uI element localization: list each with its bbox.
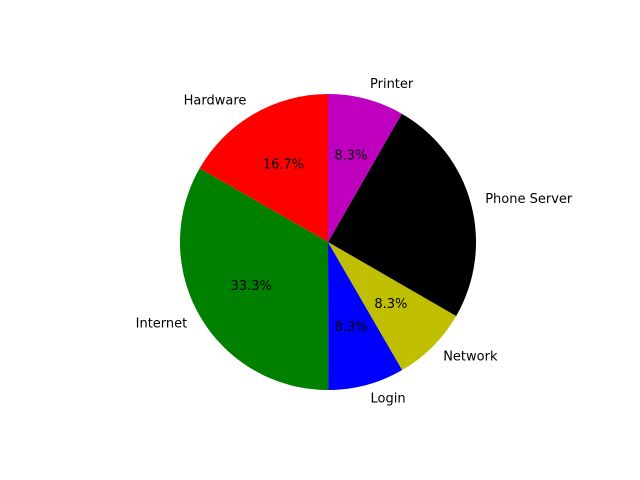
slice-label-phone-server: Phone Server bbox=[485, 192, 573, 207]
pie-slice-phone-server bbox=[328, 113, 476, 317]
pie-slice-login bbox=[328, 242, 403, 390]
pct-label-login: 8.3% bbox=[335, 320, 368, 335]
pct-label-printer: 8.3% bbox=[334, 149, 367, 164]
pct-label-hardware: 16.7% bbox=[263, 158, 304, 173]
pie-slice-internet bbox=[180, 168, 329, 390]
pct-label-network: 8.3% bbox=[374, 297, 407, 312]
slice-label-hardware: Hardware bbox=[184, 94, 247, 109]
pie-slice-hardware bbox=[199, 94, 328, 242]
pie-slice-printer bbox=[328, 94, 402, 242]
pct-label-internet: 33.3% bbox=[231, 279, 272, 294]
slice-label-network: Network bbox=[443, 350, 498, 365]
pie-slice-network bbox=[328, 242, 457, 371]
slice-label-internet: Internet bbox=[136, 316, 188, 331]
slice-label-login: Login bbox=[371, 392, 406, 407]
slice-label-printer: Printer bbox=[370, 77, 414, 92]
